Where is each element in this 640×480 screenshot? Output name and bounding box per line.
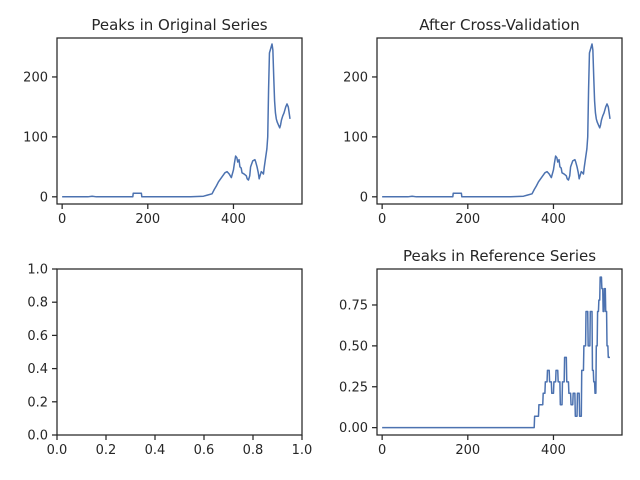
panel-2-x-tick-label: 200 (455, 212, 480, 227)
panel-1-y-tick-label: 0 (40, 190, 48, 205)
panel-3-y-tick-label: 0.2 (27, 395, 48, 410)
panel-2-x-tick-label: 400 (541, 212, 566, 227)
panel-4-x-tick-label: 200 (455, 443, 480, 458)
panel-4-y-tick-label: 0.25 (339, 380, 368, 395)
panel-1-x-tick-label: 200 (135, 212, 160, 227)
panel-2-x-tick-label: 0 (378, 212, 386, 227)
panel-3-y-tick-label: 0.6 (27, 329, 48, 344)
panel-2-y-tick-label: 200 (343, 70, 368, 85)
panel-4-series-line (382, 276, 611, 429)
panel-1-title: Peaks in Original Series (91, 16, 267, 34)
panel-3-y-tick-label: 1.0 (27, 263, 48, 278)
panel-4-x-tick-label: 0 (378, 443, 386, 458)
panel-3-x-tick-label: 0.4 (145, 443, 166, 458)
panel-3-axes-frame (56, 268, 303, 436)
panel-3-x-tick-label: 0.6 (194, 443, 215, 458)
panel-4-axes-frame (376, 268, 623, 436)
panel-3-x-tick-label: 1.0 (292, 443, 313, 458)
panel-3-y-tick-label: 0.8 (27, 296, 48, 311)
panel-4-y-tick-label: 0.00 (339, 421, 368, 436)
panel-1-y-tick-label: 100 (23, 130, 48, 145)
panel-2-series-line (382, 43, 611, 198)
panel-2-y-tick-label: 100 (343, 130, 368, 145)
panel-3-y-tick-label: 0.4 (27, 362, 48, 377)
panel-3-x-tick-label: 0.0 (47, 443, 68, 458)
panel-2-title: After Cross-Validation (419, 16, 580, 34)
panel-3-x-tick-label: 0.8 (243, 443, 264, 458)
panel-1-axes-frame (56, 37, 303, 205)
panel-1-x-tick-label: 400 (221, 212, 246, 227)
panel-4-y-tick-label: 0.75 (339, 298, 368, 313)
panel-3-y-tick-label: 0.0 (27, 429, 48, 444)
panel-4-x-tick-label: 400 (541, 443, 566, 458)
panel-4-title: Peaks in Reference Series (403, 247, 596, 265)
panel-2-axes-frame (376, 37, 623, 205)
panel-2-y-tick-label: 0 (360, 190, 368, 205)
panel-1-series-line (62, 43, 291, 198)
panel-1-y-tick-label: 200 (23, 70, 48, 85)
panel-4-y-tick-label: 0.50 (339, 339, 368, 354)
panel-1-x-tick-label: 0 (58, 212, 66, 227)
panel-3-x-tick-label: 0.2 (96, 443, 117, 458)
